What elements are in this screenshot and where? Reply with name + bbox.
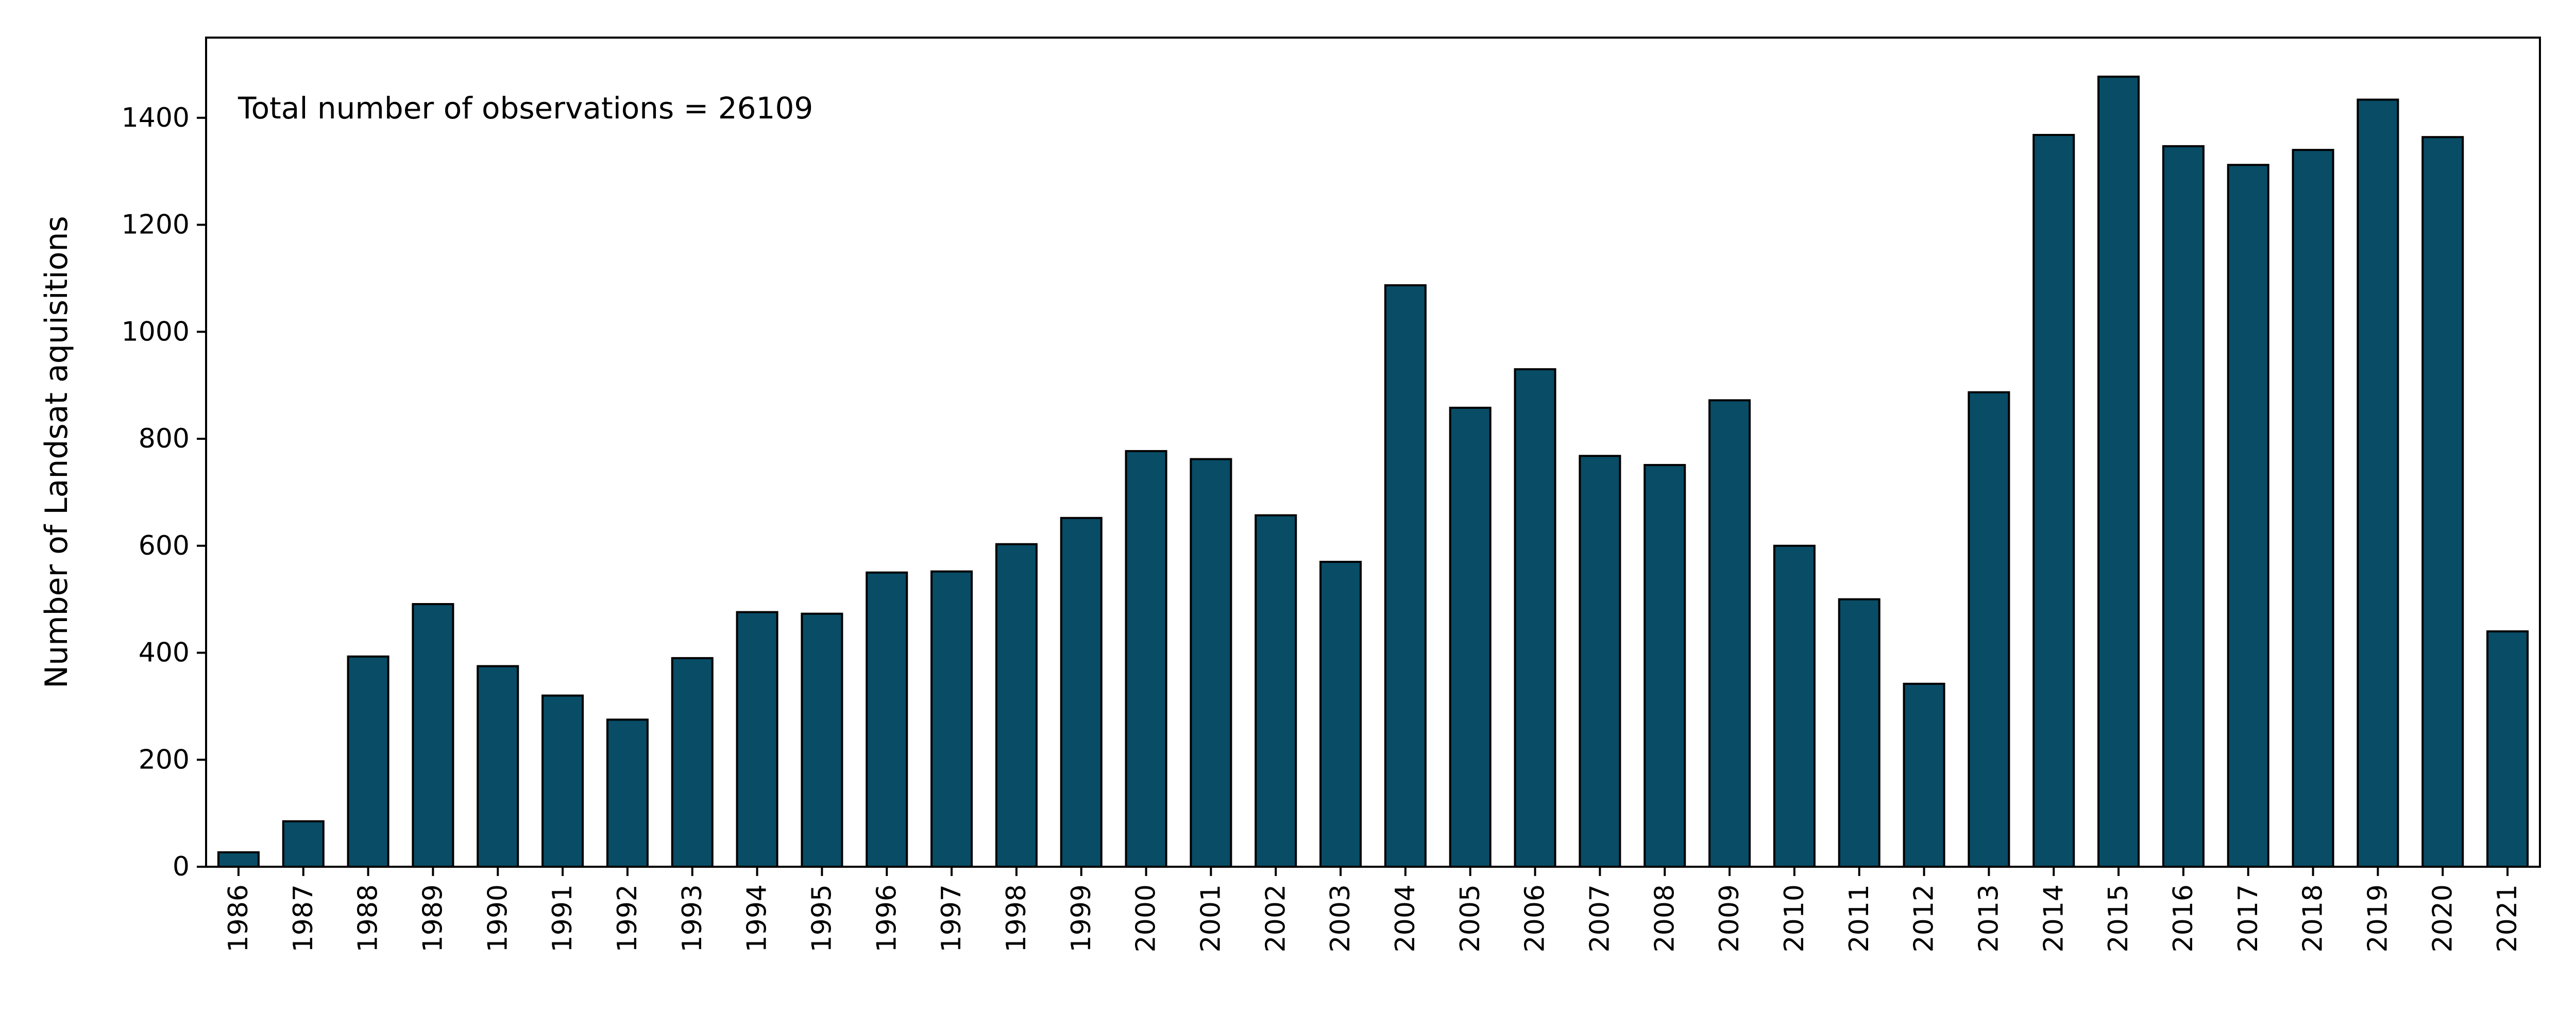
x-tick-label: 2007 bbox=[1584, 884, 1615, 952]
bar-2000 bbox=[1125, 450, 1167, 868]
x-tick-label: 2017 bbox=[2233, 884, 2264, 952]
bar-2021 bbox=[2486, 630, 2529, 868]
bar-1998 bbox=[995, 543, 1038, 868]
bar-1999 bbox=[1060, 517, 1103, 868]
bar-2011 bbox=[1838, 598, 1880, 868]
plot-frame bbox=[205, 37, 2541, 868]
bar-1986 bbox=[217, 851, 260, 868]
x-tick-label: 1992 bbox=[612, 884, 643, 952]
x-tick-label: 2010 bbox=[1779, 884, 1810, 952]
x-tick-label: 2016 bbox=[2168, 884, 2199, 952]
bar-2005 bbox=[1449, 406, 1492, 868]
x-tick-label: 2001 bbox=[1195, 884, 1226, 952]
y-tick-label: 1000 bbox=[122, 316, 190, 347]
x-tick-label: 2002 bbox=[1260, 884, 1291, 952]
bar-1993 bbox=[671, 657, 714, 868]
x-tick-label: 2000 bbox=[1131, 884, 1162, 952]
x-tick-label: 2019 bbox=[2362, 884, 2393, 952]
bar-1995 bbox=[801, 612, 843, 868]
y-tick-label: 400 bbox=[139, 638, 190, 668]
bar-2006 bbox=[1514, 368, 1556, 868]
x-tick-label: 1990 bbox=[482, 884, 513, 952]
bar-2008 bbox=[1643, 464, 1686, 868]
x-tick-label: 1988 bbox=[353, 884, 384, 952]
bar-1996 bbox=[866, 571, 908, 868]
bar-1994 bbox=[736, 611, 778, 868]
bar-2003 bbox=[1319, 560, 1362, 868]
bar-2015 bbox=[2097, 75, 2140, 868]
x-tick-label: 2008 bbox=[1649, 884, 1680, 952]
x-tick-label: 2006 bbox=[1520, 884, 1551, 952]
bar-2007 bbox=[1579, 455, 1621, 868]
x-tick-label: 1998 bbox=[1001, 884, 1032, 952]
bar-2004 bbox=[1384, 284, 1427, 868]
x-tick-label: 2013 bbox=[1973, 884, 2004, 952]
bar-2002 bbox=[1255, 514, 1297, 868]
x-tick-label: 2012 bbox=[1909, 884, 1940, 952]
bar-1987 bbox=[282, 820, 325, 868]
bar-2016 bbox=[2162, 145, 2205, 868]
x-tick-label: 1999 bbox=[1066, 884, 1097, 952]
x-tick-label: 2015 bbox=[2103, 884, 2134, 952]
x-tick-label: 1989 bbox=[417, 884, 448, 952]
x-tick-label: 1987 bbox=[288, 884, 319, 952]
bar-1991 bbox=[541, 694, 584, 868]
x-tick-label: 1991 bbox=[547, 884, 578, 952]
x-tick-label: 2014 bbox=[2038, 884, 2069, 952]
y-tick-label: 800 bbox=[139, 423, 190, 454]
x-tick-label: 1996 bbox=[871, 884, 902, 952]
x-tick-label: 2009 bbox=[1714, 884, 1745, 952]
x-tick-label: 2011 bbox=[1844, 884, 1875, 952]
x-tick-label: 1994 bbox=[742, 884, 773, 952]
y-tick-label: 0 bbox=[173, 851, 190, 882]
y-tick-label: 200 bbox=[139, 744, 190, 775]
y-axis-label: Number of Landsat aquisitions bbox=[39, 216, 75, 689]
y-axis-ticks: 0 200 400 600 800 1000 1200 1400 bbox=[122, 102, 206, 882]
x-tick-label: 2003 bbox=[1325, 884, 1356, 952]
bar-2012 bbox=[1903, 682, 1945, 868]
bar-2009 bbox=[1708, 399, 1751, 868]
x-tick-label: 2021 bbox=[2492, 884, 2523, 952]
bar-2019 bbox=[2357, 98, 2399, 868]
bar-2001 bbox=[1190, 458, 1232, 868]
x-tick-label: 1986 bbox=[223, 884, 254, 952]
bar-2013 bbox=[1968, 391, 2010, 868]
y-tick-label: 600 bbox=[139, 530, 190, 561]
bar-1990 bbox=[477, 665, 519, 868]
x-tick-label: 1997 bbox=[936, 884, 967, 952]
x-tick-label: 2004 bbox=[1390, 884, 1421, 952]
total-observations-annotation: Total number of observations = 26109 bbox=[238, 91, 813, 126]
x-axis-ticks: 1986 1987 1988 1989 1990 1991 1992 1993 1994 1995… bbox=[223, 867, 2523, 952]
bars-layer bbox=[217, 75, 2529, 868]
bar-2014 bbox=[2032, 134, 2075, 868]
bar-2010 bbox=[1773, 544, 1816, 868]
x-tick-label: 2020 bbox=[2427, 884, 2458, 952]
bar-2017 bbox=[2227, 164, 2269, 868]
x-tick-label: 1993 bbox=[677, 884, 708, 952]
bar-2018 bbox=[2292, 149, 2334, 868]
bar-2020 bbox=[2421, 136, 2464, 868]
bar-1992 bbox=[606, 718, 649, 868]
x-tick-label: 2005 bbox=[1455, 884, 1486, 952]
y-tick-label: 1200 bbox=[122, 210, 190, 241]
bar-1988 bbox=[347, 655, 389, 868]
y-tick-label: 1400 bbox=[122, 102, 190, 133]
bar-1997 bbox=[930, 570, 973, 868]
x-tick-label: 2018 bbox=[2298, 884, 2329, 952]
x-tick-label: 1995 bbox=[806, 884, 837, 952]
bar-1989 bbox=[412, 603, 454, 868]
